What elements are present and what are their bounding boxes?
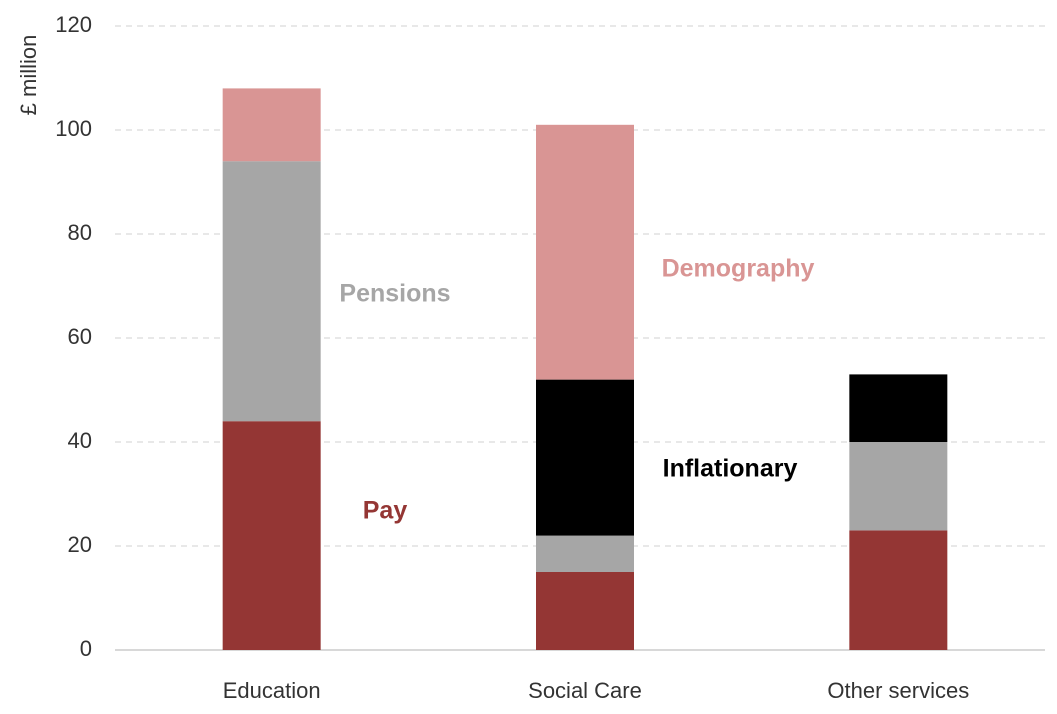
bar-segment bbox=[222, 88, 321, 162]
bar-segment bbox=[849, 530, 948, 650]
y-tick-label: 100 bbox=[55, 116, 92, 141]
y-tick-label: 40 bbox=[68, 428, 92, 453]
bar-segment bbox=[536, 124, 634, 380]
bar-segment bbox=[222, 161, 321, 422]
y-tick-label: 80 bbox=[68, 220, 92, 245]
y-tick-label: 60 bbox=[68, 324, 92, 349]
series-label: Pensions bbox=[339, 280, 450, 308]
bar-segment bbox=[222, 421, 321, 650]
bar-segment bbox=[849, 374, 948, 442]
x-tick-label: Social Care bbox=[528, 678, 642, 703]
bar-segment bbox=[849, 442, 948, 531]
x-tick-label: Other services bbox=[827, 678, 969, 703]
series-label: Inflationary bbox=[663, 455, 798, 483]
y-tick-label: 120 bbox=[55, 12, 92, 37]
y-axis-label: £ million bbox=[16, 35, 41, 116]
series-label: Pay bbox=[363, 497, 408, 525]
y-tick-label: 20 bbox=[68, 532, 92, 557]
y-tick-label: 0 bbox=[80, 636, 92, 661]
bar-segment bbox=[536, 572, 634, 650]
x-tick-label: Education bbox=[223, 678, 321, 703]
bar-segment bbox=[536, 379, 634, 536]
bar-segment bbox=[536, 535, 634, 572]
series-label: Demography bbox=[662, 255, 815, 283]
